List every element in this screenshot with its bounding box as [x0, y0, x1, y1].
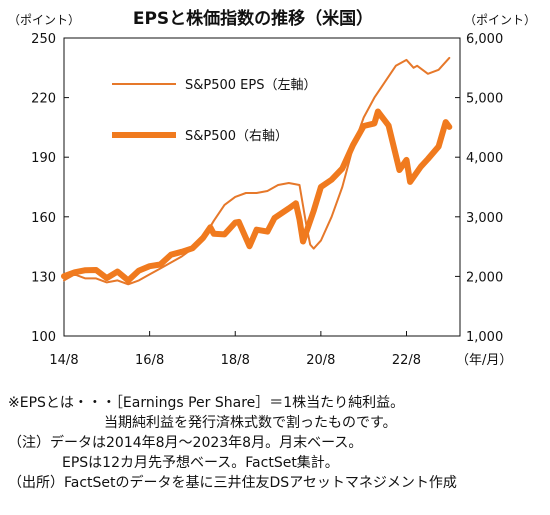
note-eps-definition: ※EPSとは・・・［Earnings Per Share］＝1株当たり純利益。: [8, 395, 405, 411]
series-line-sp500: [61, 108, 453, 284]
legend-index-label: S&P500（右軸）: [185, 129, 288, 144]
x-tick-label: 22/8: [392, 353, 421, 368]
note-data-period: （注）データは2014年8月～2023年8月。月末ベース。: [8, 435, 363, 451]
left-tick-label: 160: [31, 211, 56, 226]
x-tick-label: 14/8: [49, 353, 78, 368]
legend: S&P500 EPS（左軸） S&P500（右軸）: [112, 78, 316, 144]
plot-area: [63, 37, 461, 337]
x-tick-label: 18/8: [221, 353, 250, 368]
left-tick-label: 100: [31, 330, 56, 345]
right-tick-label: 2,000: [466, 270, 503, 285]
left-tick-label: 220: [31, 92, 56, 107]
left-axis-unit: （ポイント）: [8, 13, 80, 27]
left-tick-label: 130: [31, 270, 56, 285]
note-eps-basis: EPSは12カ月先予想ベース。FactSet集計。: [62, 455, 339, 471]
right-tick-label: 5,000: [466, 92, 503, 107]
left-tick-label: 190: [31, 151, 56, 166]
right-tick-label: 4,000: [466, 151, 503, 166]
legend-eps-label: S&P500 EPS（左軸）: [185, 78, 316, 93]
chart: EPSと株価指数の推移（米国） （ポイント） （ポイント） 1001301601…: [8, 8, 536, 368]
right-tick-label: 1,000: [466, 330, 503, 345]
left-tick-label: 250: [31, 32, 56, 47]
right-tick-label: 3,000: [466, 211, 503, 226]
note-source: （出所）FactSetのデータを基に三井住友DSアセットマネジメント作成: [8, 475, 457, 491]
x-axis-unit: （年/月）: [456, 353, 512, 368]
x-tick-label: 20/8: [306, 353, 335, 368]
series-layer: [61, 56, 453, 286]
right-axis: 1,000 2,000 3,000 4,000 5,000 6,000: [455, 32, 503, 345]
notes: ※EPSとは・・・［Earnings Per Share］＝1株当たり純利益。 …: [0, 393, 550, 493]
x-axis: 14/8 16/8 18/8 20/8 22/8: [49, 331, 421, 368]
chart-title: EPSと株価指数の推移（米国）: [133, 8, 373, 29]
right-axis-unit: （ポイント）: [464, 13, 536, 27]
series-line-eps: [63, 56, 451, 286]
note-eps-explanation: 当期純利益を発行済株式数で割ったものです。: [104, 415, 397, 431]
left-axis: 100 130 160 190 220 250: [31, 32, 69, 345]
right-tick-label: 6,000: [466, 32, 503, 47]
x-tick-label: 16/8: [135, 353, 164, 368]
